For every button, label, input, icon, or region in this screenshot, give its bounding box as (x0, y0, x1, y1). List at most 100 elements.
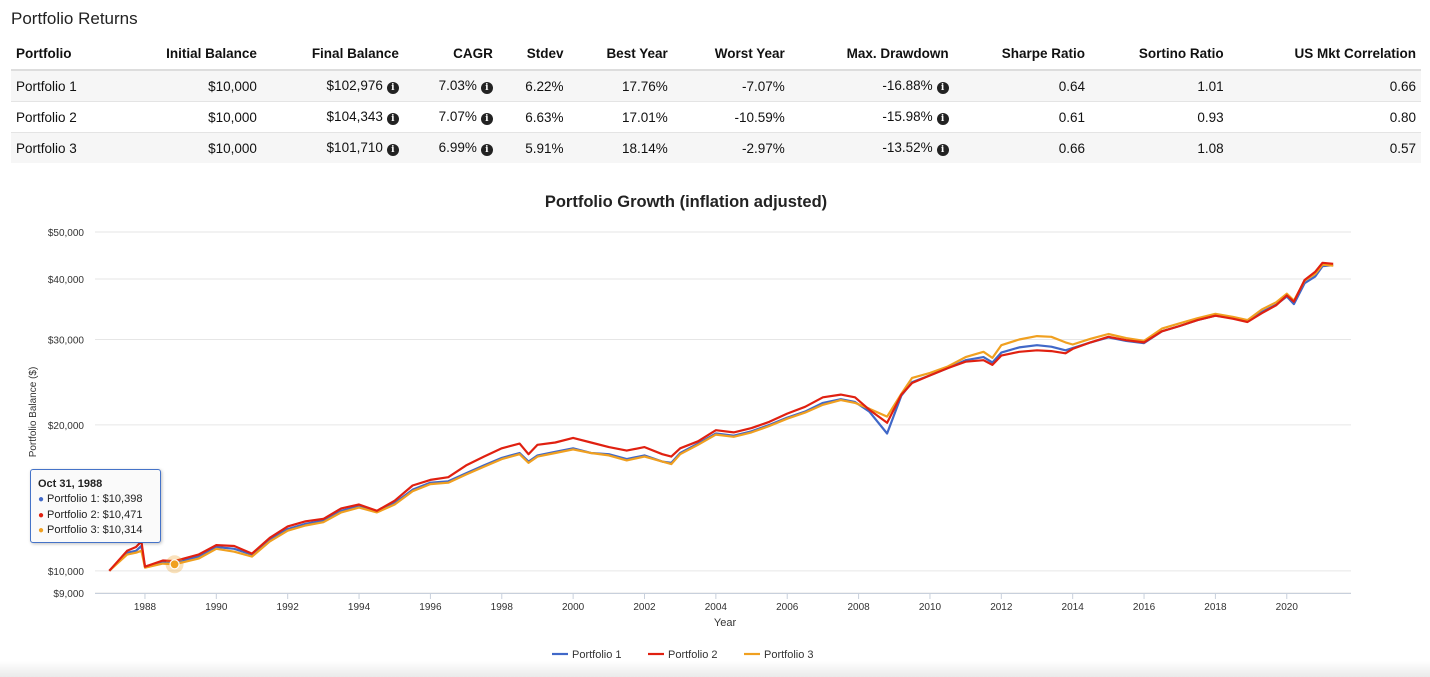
table-row: Portfolio 3 $10,000 $101,710 i 6.99% i 5.91% 18… (11, 132, 1421, 163)
highlight-point (169, 559, 180, 570)
x-tick-label: 2006 (776, 602, 799, 613)
x-tick-label: 2008 (847, 602, 870, 613)
series-dot-icon: ● (38, 525, 45, 536)
column-header: Stdev (497, 40, 569, 71)
table-cell: 7.03% i (403, 69, 498, 102)
cell-value: 6.63% (525, 109, 564, 125)
tooltip-row-portfolio-1: ● Portfolio 1: $10,398 (38, 492, 153, 508)
table-cell: Portfolio 3 (11, 132, 115, 163)
table-row: Portfolio 1 $10,000 $102,976 i 7.03% i 6.22% 17… (11, 69, 1421, 102)
y-tick-label: $20,000 (48, 421, 85, 432)
info-circle-icon[interactable]: i (936, 113, 949, 125)
table-cell: 17.76% (568, 69, 673, 102)
table-cell: 0.66 (1228, 69, 1421, 102)
x-tick-label: 1992 (277, 602, 300, 613)
x-tick-label: 1988 (134, 602, 157, 613)
cell-value: $10,000 (208, 109, 257, 125)
cell-value: -13.52% (882, 140, 933, 155)
column-header: Worst Year (672, 40, 790, 71)
x-tick-label: 2020 (1276, 602, 1299, 613)
table-cell: $10,000 (114, 101, 262, 133)
table-cell: -16.88% i (789, 69, 954, 102)
info-circle-icon[interactable]: i (480, 113, 493, 125)
table-cell: $10,000 (114, 69, 262, 102)
cell-value: -7.07% (742, 78, 785, 94)
table-body: Portfolio 1 $10,000 $102,976 i 7.03% i 6.22% 17… (11, 69, 1421, 163)
bottom-shade (0, 661, 1430, 677)
table-cell: $10,000 (114, 132, 262, 163)
cell-value: Portfolio 2 (16, 109, 77, 125)
info-circle-icon[interactable]: i (936, 82, 949, 94)
portfolio-returns-table: Portfolio Initial Balance Final Balance CAG… (11, 40, 1421, 163)
table-cell: 0.61 (953, 101, 1091, 133)
table-cell: 18.14% (568, 132, 673, 163)
series-line-portfolio-2 (108, 261, 1334, 572)
cell-value: $101,710 (326, 140, 383, 155)
x-tick-label: 1990 (205, 602, 228, 613)
y-tick-label: $10,000 (48, 567, 85, 578)
table-cell: Portfolio 2 (11, 101, 115, 133)
tooltip-row-portfolio-3: ● Portfolio 3: $10,314 (38, 523, 153, 539)
info-circle-icon[interactable]: i (480, 144, 493, 156)
column-header: Best Year (568, 40, 673, 71)
table-cell: 0.64 (953, 69, 1091, 102)
cell-value: -2.97% (742, 140, 785, 156)
info-circle-icon[interactable]: i (386, 144, 399, 156)
column-header: Portfolio (11, 40, 115, 71)
tooltip-value-portfolio-3: Portfolio 3: $10,314 (47, 524, 143, 536)
x-tick-label: 1994 (348, 602, 371, 613)
y-axis-title: Portfolio Balance ($) (28, 367, 39, 458)
table-row: Portfolio 2 $10,000 $104,343 i 7.07% i 6.63% 17… (11, 101, 1421, 133)
table-cell: -10.59% (672, 101, 790, 133)
info-circle-icon[interactable]: i (936, 144, 949, 156)
table-cell: -15.98% i (789, 101, 954, 133)
table-cell: 1.01 (1090, 69, 1229, 102)
info-circle-icon[interactable]: i (386, 113, 399, 125)
column-header: US Mkt Correlation (1228, 40, 1421, 71)
x-tick-label: 2002 (633, 602, 656, 613)
cell-value: 1.08 (1197, 140, 1224, 156)
cell-value: 5.91% (525, 140, 564, 156)
cell-value: -10.59% (734, 109, 785, 125)
y-tick-label: $9,000 (53, 589, 84, 600)
table-cell: 17.01% (568, 101, 673, 133)
cell-value: $102,976 (326, 78, 383, 93)
info-circle-icon[interactable]: i (386, 82, 399, 94)
section-title: Portfolio Returns (11, 9, 138, 28)
column-header: Max. Drawdown (789, 40, 954, 71)
info-circle-icon[interactable]: i (480, 82, 493, 94)
y-tick-label: $40,000 (48, 275, 85, 286)
y-tick-label: $30,000 (48, 336, 85, 347)
tooltip-row-portfolio-2: ● Portfolio 2: $10,471 (38, 508, 153, 524)
cell-value: 0.66 (1058, 140, 1086, 156)
x-tick-label: 2016 (1133, 602, 1156, 613)
cell-value: -15.98% (882, 109, 933, 124)
table-cell: -13.52% i (789, 132, 954, 163)
column-header: CAGR (403, 40, 498, 71)
cell-value: $104,343 (326, 109, 383, 124)
cell-value: 0.93 (1197, 109, 1224, 125)
table-cell: $101,710 i (261, 132, 404, 163)
table-cell: 7.07% i (403, 101, 498, 133)
x-tick-label: 2000 (562, 602, 585, 613)
cell-value: 0.61 (1058, 109, 1086, 125)
table-cell: 6.99% i (403, 132, 498, 163)
cell-value: Portfolio 1 (16, 78, 77, 94)
cell-value: 1.01 (1197, 78, 1224, 94)
table-cell: 1.08 (1090, 132, 1229, 163)
cell-value: 7.07% (438, 109, 477, 124)
portfolio-growth-chart: Portfolio Growth (inflation adjusted) $9,… (28, 193, 1351, 661)
table-cell: 0.80 (1228, 101, 1421, 133)
x-tick-label: 2012 (990, 602, 1013, 613)
cell-value: $10,000 (208, 78, 257, 94)
chart-title: Portfolio Growth (inflation adjusted) (545, 193, 827, 211)
table-cell: $102,976 i (261, 69, 404, 102)
cell-value: 6.99% (438, 140, 477, 155)
x-tick-label: 1996 (419, 602, 442, 613)
cell-value: $10,000 (208, 140, 257, 156)
x-tick-label: 2004 (705, 602, 728, 613)
table-cell: -2.97% (672, 132, 790, 163)
table-cell: $104,343 i (261, 101, 404, 133)
table-cell: -7.07% (672, 69, 790, 102)
table-cell: 0.57 (1228, 132, 1421, 163)
